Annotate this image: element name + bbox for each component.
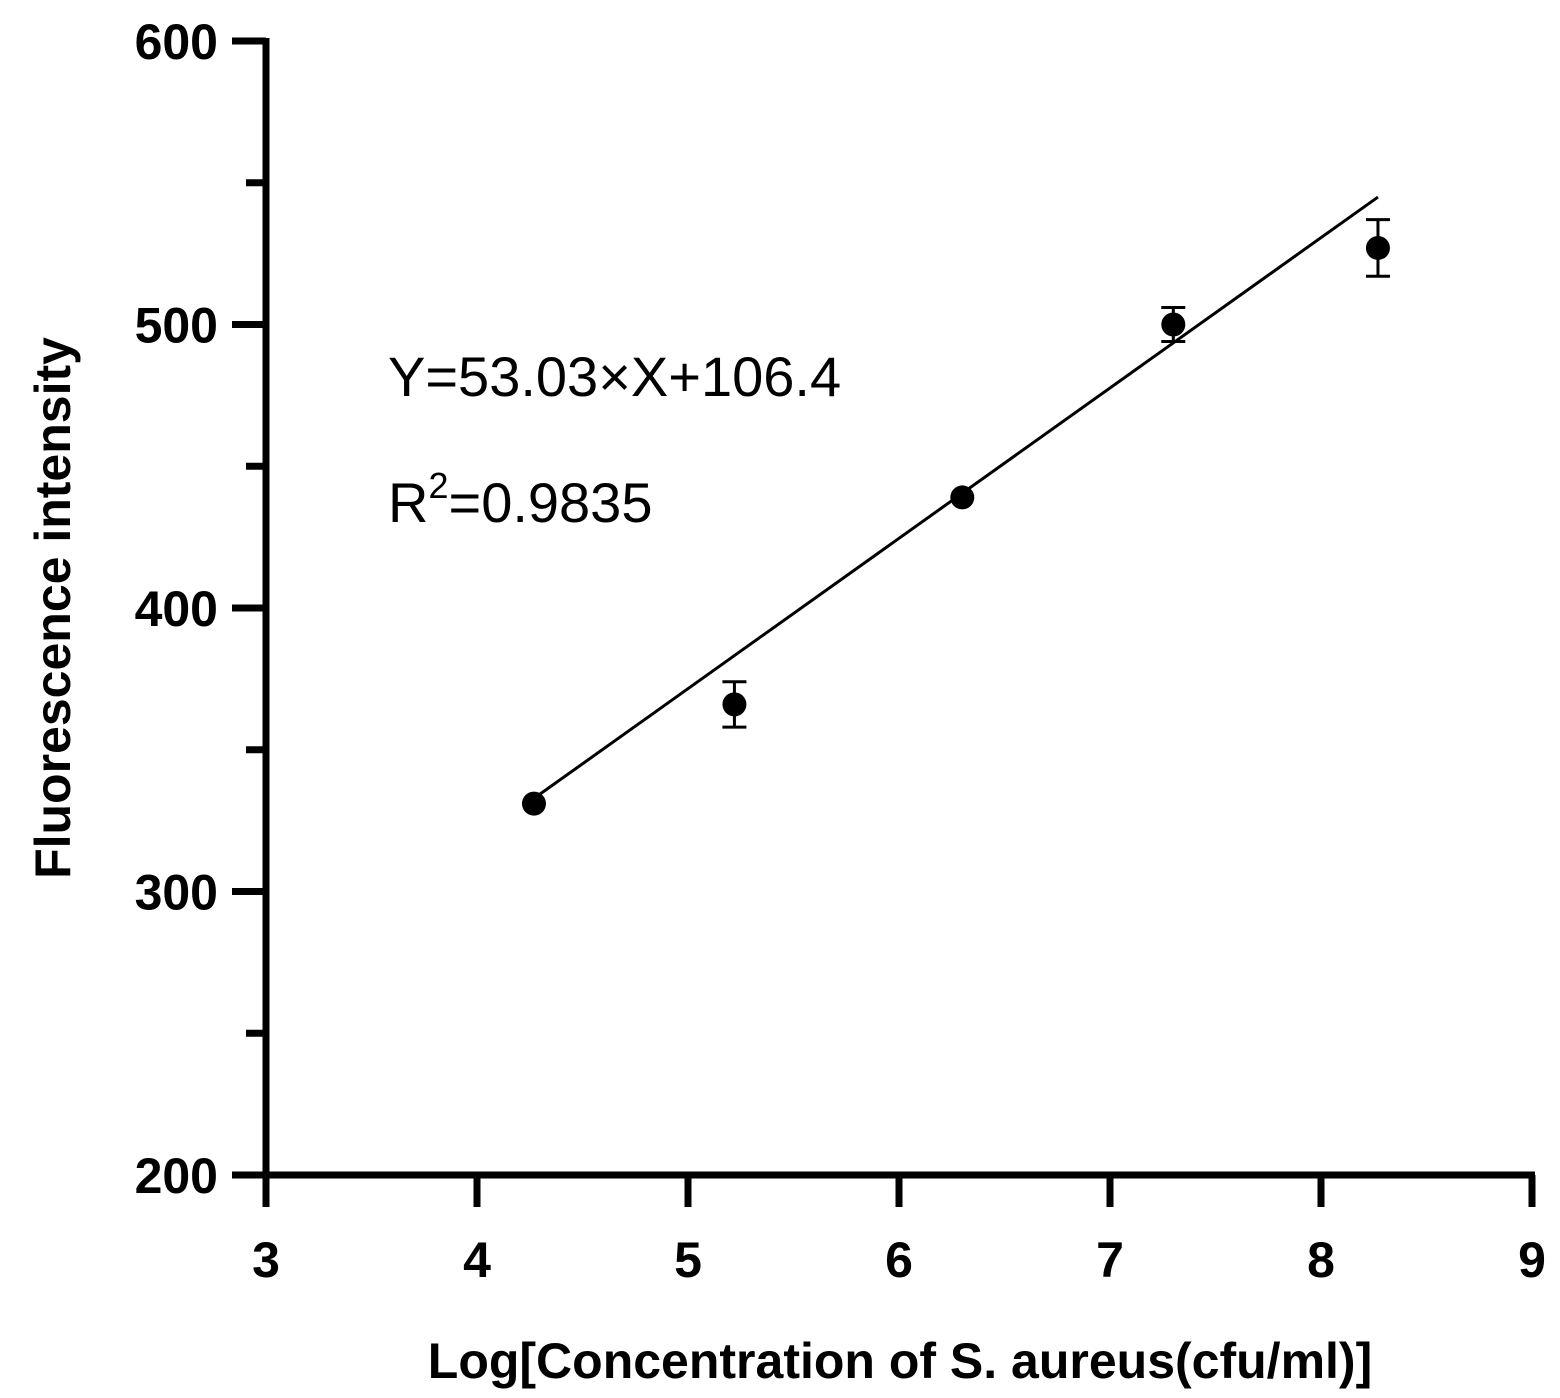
r-squared: R2=0.9835 xyxy=(388,465,652,534)
y-tick-label-500: 500 xyxy=(135,298,218,354)
y-tick-label-600: 600 xyxy=(135,14,218,70)
data-point-1 xyxy=(722,692,747,717)
x-tick-label-4: 4 xyxy=(463,1232,491,1288)
r-squared-prefix: R xyxy=(388,471,428,534)
data-point-4 xyxy=(1365,235,1390,260)
x-tick-label-5: 5 xyxy=(674,1232,702,1288)
fit-equation: Y=53.03×X+106.4 xyxy=(388,345,841,408)
x-tick-label-3: 3 xyxy=(252,1232,280,1288)
data-point-2 xyxy=(950,485,975,510)
x-tick-label-7: 7 xyxy=(1096,1232,1124,1288)
y-axis-label: Fluorescence intensity xyxy=(25,337,81,879)
x-tick-label-6: 6 xyxy=(885,1232,913,1288)
y-tick-label-300: 300 xyxy=(135,865,218,921)
data-point-0 xyxy=(521,791,546,816)
data-points-layer xyxy=(521,218,1390,816)
x-tick-label-8: 8 xyxy=(1307,1232,1335,1288)
y-tick-label-200: 200 xyxy=(135,1148,218,1204)
x-axis-label: Log[Concentration of S. aureus(cfu/ml)] xyxy=(428,1333,1372,1389)
axes: 200 300 400 500 600 3 4 5 6 7 8 9 xyxy=(135,14,1546,1288)
y-tick-label-400: 400 xyxy=(135,581,218,637)
r-squared-superscript: 2 xyxy=(428,465,448,506)
data-point-3 xyxy=(1161,312,1186,337)
x-tick-label-9: 9 xyxy=(1518,1232,1546,1288)
r-squared-value: =0.9835 xyxy=(448,471,652,534)
